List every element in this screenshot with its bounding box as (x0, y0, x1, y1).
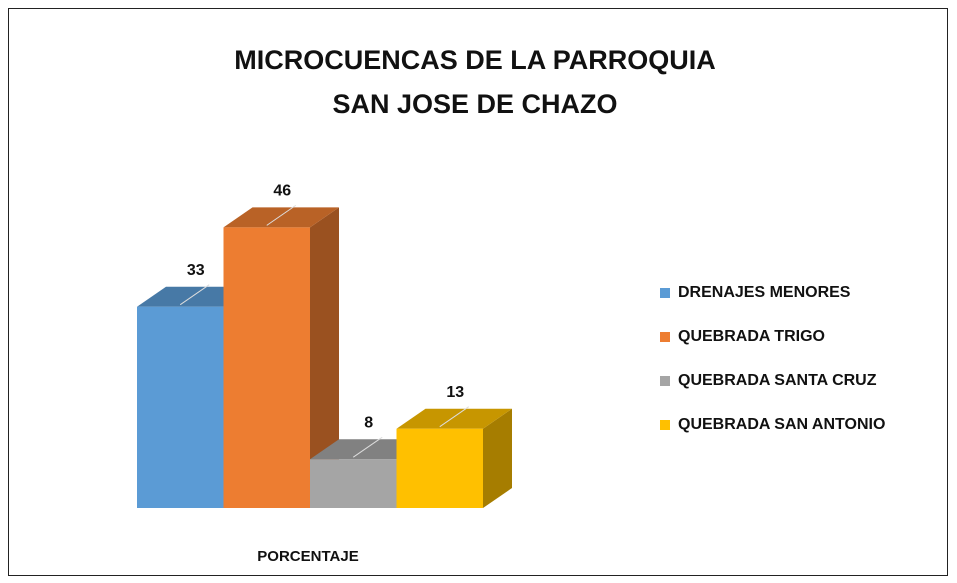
legend-swatch (660, 332, 670, 342)
bar (137, 306, 224, 508)
legend-label: QUEBRADA SANTA CRUZ (678, 372, 877, 389)
leader-line (266, 204, 297, 226)
bar (396, 428, 483, 508)
x-tick-label: PORCENTAJE (257, 548, 358, 565)
leader-line (179, 284, 210, 306)
data-label: 8 (364, 414, 373, 431)
legend-label: DRENAJES MENORES (678, 284, 851, 301)
bar (310, 459, 397, 508)
bar-top (223, 207, 339, 228)
chart-frame (8, 8, 948, 576)
bar (223, 227, 310, 508)
data-label: 13 (446, 384, 464, 401)
bar-top (396, 408, 512, 429)
data-label: 46 (273, 183, 291, 200)
leader-line (439, 406, 470, 428)
bar-side (483, 408, 512, 508)
legend-swatch (660, 376, 670, 386)
chart-title: MICROCUENCAS DE LA PARROQUIA SAN JOSE DE… (234, 45, 716, 119)
bar-side (310, 207, 339, 508)
legend-label: QUEBRADA SAN ANTONIO (678, 416, 885, 433)
legend-swatch (660, 420, 670, 430)
legend-swatch (660, 288, 670, 298)
data-label: 33 (187, 262, 205, 279)
legend-label: QUEBRADA TRIGO (678, 328, 825, 345)
leader-line (352, 436, 383, 458)
